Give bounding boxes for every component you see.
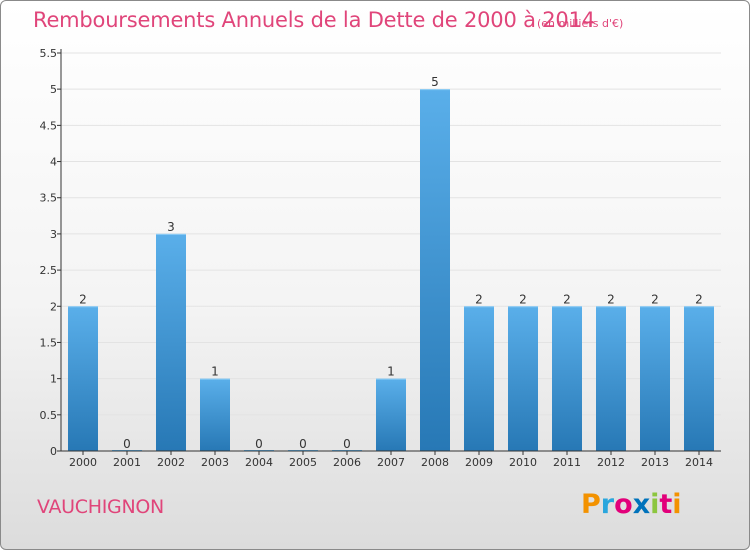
bar bbox=[68, 306, 98, 451]
x-tick-label: 2004 bbox=[245, 456, 273, 469]
y-tick-label: 0 bbox=[50, 445, 57, 458]
x-tick-label: 2012 bbox=[597, 456, 625, 469]
bar-value-label: 0 bbox=[343, 437, 351, 451]
bar bbox=[420, 89, 450, 451]
logo-letter: x bbox=[632, 489, 651, 520]
bar bbox=[200, 378, 230, 451]
x-tick-label: 2013 bbox=[641, 456, 669, 469]
y-tick-label: 5 bbox=[50, 83, 57, 96]
bar-value-label: 2 bbox=[695, 292, 703, 306]
logo-letter: P bbox=[581, 489, 601, 520]
axes bbox=[57, 49, 721, 455]
x-tick-label: 2002 bbox=[157, 456, 185, 469]
y-tick-label: 1.5 bbox=[40, 336, 58, 349]
labels: 00.511.522.533.544.555.52200002001320021… bbox=[40, 47, 714, 469]
bar-value-label: 5 bbox=[431, 75, 439, 89]
x-tick-label: 2001 bbox=[113, 456, 141, 469]
y-tick-label: 5.5 bbox=[40, 47, 58, 60]
y-tick-label: 1 bbox=[50, 373, 57, 386]
logo-letter: t bbox=[659, 489, 673, 520]
chart-unit-note: (en milliers d'€) bbox=[537, 17, 624, 30]
bars bbox=[68, 89, 714, 451]
chart-title: Remboursements Annuels de la Dette de 20… bbox=[33, 8, 595, 32]
bar bbox=[552, 306, 582, 451]
logo-letter: i bbox=[650, 489, 660, 520]
x-tick-label: 2008 bbox=[421, 456, 449, 469]
bar-value-label: 2 bbox=[79, 292, 87, 306]
bar-value-label: 2 bbox=[651, 292, 659, 306]
y-tick-label: 4 bbox=[50, 156, 57, 169]
bar-value-label: 1 bbox=[211, 365, 219, 379]
x-tick-label: 2011 bbox=[553, 456, 581, 469]
bar-value-label: 1 bbox=[387, 365, 395, 379]
bar bbox=[640, 306, 670, 451]
x-tick-label: 2010 bbox=[509, 456, 537, 469]
proxiti-logo[interactable]: Proxiti bbox=[581, 489, 682, 520]
bar-value-label: 2 bbox=[475, 292, 483, 306]
x-tick-label: 2000 bbox=[69, 456, 97, 469]
y-tick-label: 4.5 bbox=[40, 119, 58, 132]
x-tick-label: 2005 bbox=[289, 456, 317, 469]
bar-value-label: 0 bbox=[123, 437, 131, 451]
y-tick-label: 3 bbox=[50, 228, 57, 241]
x-tick-label: 2006 bbox=[333, 456, 361, 469]
bar bbox=[156, 233, 186, 451]
bar bbox=[464, 306, 494, 451]
x-tick-label: 2014 bbox=[685, 456, 713, 469]
bar bbox=[684, 306, 714, 451]
y-tick-label: 0.5 bbox=[40, 409, 58, 422]
y-tick-label: 2.5 bbox=[40, 264, 58, 277]
x-tick-label: 2003 bbox=[201, 456, 229, 469]
bar-value-label: 3 bbox=[167, 220, 175, 234]
bar bbox=[508, 306, 538, 451]
y-tick-label: 3.5 bbox=[40, 192, 58, 205]
bar bbox=[596, 306, 626, 451]
bar-value-label: 2 bbox=[563, 292, 571, 306]
bar-value-label: 0 bbox=[255, 437, 263, 451]
y-tick-label: 2 bbox=[50, 300, 57, 313]
logo-letter: i bbox=[672, 489, 682, 520]
bar-value-label: 2 bbox=[519, 292, 527, 306]
bar bbox=[376, 378, 406, 451]
x-tick-label: 2007 bbox=[377, 456, 405, 469]
x-tick-label: 2009 bbox=[465, 456, 493, 469]
bar-value-label: 0 bbox=[299, 437, 307, 451]
logo-letter: r bbox=[600, 489, 615, 520]
bar-value-label: 2 bbox=[607, 292, 615, 306]
logo-letter: o bbox=[614, 489, 633, 520]
commune-name: VAUCHIGNON bbox=[37, 496, 164, 518]
